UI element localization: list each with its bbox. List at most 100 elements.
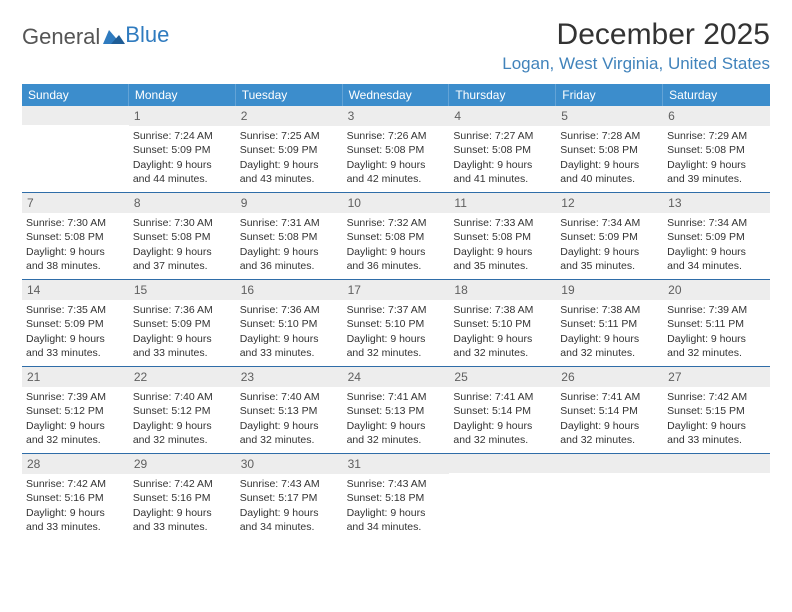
day-number: 31 xyxy=(343,454,450,474)
sunset-text: Sunset: 5:10 PM xyxy=(240,317,339,331)
day-cell: 25Sunrise: 7:41 AMSunset: 5:14 PMDayligh… xyxy=(449,367,556,453)
day-cell: 4Sunrise: 7:27 AMSunset: 5:08 PMDaylight… xyxy=(449,106,556,192)
day-number: 13 xyxy=(663,193,770,213)
sunset-text: Sunset: 5:09 PM xyxy=(133,317,232,331)
day-number: 17 xyxy=(343,280,450,300)
weekday-header: Friday xyxy=(556,84,663,106)
sunrise-text: Sunrise: 7:35 AM xyxy=(26,303,125,317)
empty-day-header xyxy=(449,454,556,473)
sunset-text: Sunset: 5:09 PM xyxy=(240,143,339,157)
sunset-text: Sunset: 5:09 PM xyxy=(26,317,125,331)
sunset-text: Sunset: 5:08 PM xyxy=(453,230,552,244)
sunset-text: Sunset: 5:14 PM xyxy=(453,404,552,418)
sunrise-text: Sunrise: 7:43 AM xyxy=(240,477,339,491)
sunrise-text: Sunrise: 7:41 AM xyxy=(347,390,446,404)
daylight-text: Daylight: 9 hours and 32 minutes. xyxy=(560,419,659,447)
sunrise-text: Sunrise: 7:25 AM xyxy=(240,129,339,143)
day-number: 24 xyxy=(343,367,450,387)
day-number: 21 xyxy=(22,367,129,387)
sunrise-text: Sunrise: 7:39 AM xyxy=(667,303,766,317)
day-cell: 18Sunrise: 7:38 AMSunset: 5:10 PMDayligh… xyxy=(449,280,556,366)
day-cell: 6Sunrise: 7:29 AMSunset: 5:08 PMDaylight… xyxy=(663,106,770,192)
sunrise-text: Sunrise: 7:37 AM xyxy=(347,303,446,317)
daylight-text: Daylight: 9 hours and 44 minutes. xyxy=(133,158,232,186)
sunset-text: Sunset: 5:18 PM xyxy=(347,491,446,505)
sunset-text: Sunset: 5:10 PM xyxy=(347,317,446,331)
day-number: 16 xyxy=(236,280,343,300)
sunset-text: Sunset: 5:08 PM xyxy=(133,230,232,244)
day-number: 23 xyxy=(236,367,343,387)
sunrise-text: Sunrise: 7:38 AM xyxy=(453,303,552,317)
day-cell: 17 Sunrise: 7:37 AMSunset: 5:10 PMDayligh… xyxy=(343,280,450,366)
day-cell: 2Sunrise: 7:25 AMSunset: 5:09 PMDaylight… xyxy=(236,106,343,192)
sunrise-text: Sunrise: 7:31 AM xyxy=(240,216,339,230)
sunrise-text: Sunrise: 7:42 AM xyxy=(26,477,125,491)
weekday-header: Monday xyxy=(129,84,236,106)
daylight-text: Daylight: 9 hours and 32 minutes. xyxy=(453,419,552,447)
day-cell xyxy=(556,454,663,540)
day-number: 12 xyxy=(556,193,663,213)
empty-day-header xyxy=(556,454,663,473)
day-number: 28 xyxy=(22,454,129,474)
logo-triangle-icon xyxy=(103,24,125,50)
daylight-text: Daylight: 9 hours and 38 minutes. xyxy=(26,245,125,273)
empty-day-header xyxy=(663,454,770,473)
sunrise-text: Sunrise: 7:30 AM xyxy=(26,216,125,230)
daylight-text: Daylight: 9 hours and 35 minutes. xyxy=(560,245,659,273)
day-number: 8 xyxy=(129,193,236,213)
day-number: 2 xyxy=(236,106,343,126)
day-number: 7 xyxy=(22,193,129,213)
sunrise-text: Sunrise: 7:41 AM xyxy=(560,390,659,404)
sunset-text: Sunset: 5:09 PM xyxy=(667,230,766,244)
weekday-header: Thursday xyxy=(449,84,556,106)
day-cell: 1 Sunrise: 7:24 AMSunset: 5:09 PMDaylight… xyxy=(129,106,236,192)
sunset-text: Sunset: 5:09 PM xyxy=(133,143,232,157)
week-row: 28Sunrise: 7:42 AMSunset: 5:16 PMDayligh… xyxy=(22,454,770,540)
daylight-text: Daylight: 9 hours and 33 minutes. xyxy=(133,332,232,360)
daylight-text: Daylight: 9 hours and 33 minutes. xyxy=(240,332,339,360)
daylight-text: Daylight: 9 hours and 42 minutes. xyxy=(347,158,446,186)
day-cell xyxy=(22,106,129,192)
sunrise-text: Sunrise: 7:27 AM xyxy=(453,129,552,143)
weekday-header: Sunday xyxy=(22,84,129,106)
daylight-text: Daylight: 9 hours and 32 minutes. xyxy=(240,419,339,447)
daylight-text: Daylight: 9 hours and 32 minutes. xyxy=(133,419,232,447)
sunset-text: Sunset: 5:15 PM xyxy=(667,404,766,418)
daylight-text: Daylight: 9 hours and 32 minutes. xyxy=(347,332,446,360)
sunrise-text: Sunrise: 7:36 AM xyxy=(133,303,232,317)
day-number: 1 xyxy=(129,106,236,126)
day-number: 27 xyxy=(663,367,770,387)
daylight-text: Daylight: 9 hours and 32 minutes. xyxy=(560,332,659,360)
sunrise-text: Sunrise: 7:41 AM xyxy=(453,390,552,404)
day-cell: 15Sunrise: 7:36 AMSunset: 5:09 PMDayligh… xyxy=(129,280,236,366)
sunset-text: Sunset: 5:11 PM xyxy=(560,317,659,331)
day-number: 4 xyxy=(449,106,556,126)
day-cell: 9Sunrise: 7:31 AMSunset: 5:08 PMDaylight… xyxy=(236,193,343,279)
sunset-text: Sunset: 5:13 PM xyxy=(240,404,339,418)
sunrise-text: Sunrise: 7:30 AM xyxy=(133,216,232,230)
sunrise-text: Sunrise: 7:39 AM xyxy=(26,390,125,404)
month-title: December 2025 xyxy=(502,18,770,52)
day-cell xyxy=(663,454,770,540)
week-row: 1Sunrise: 7:24 AMSunset: 5:09 PMDaylight… xyxy=(22,106,770,193)
sunset-text: Sunset: 5:08 PM xyxy=(667,143,766,157)
weeks-container: 1Sunrise: 7:24 AMSunset: 5:09 PMDaylight… xyxy=(22,106,770,540)
day-cell: 3Sunrise: 7:26 AMSunset: 5:08 PMDaylight… xyxy=(343,106,450,192)
day-number: 30 xyxy=(236,454,343,474)
sunrise-text: Sunrise: 7:43 AM xyxy=(347,477,446,491)
logo-text-blue: Blue xyxy=(125,22,169,48)
sunrise-text: Sunrise: 7:24 AM xyxy=(133,129,232,143)
daylight-text: Daylight: 9 hours and 32 minutes. xyxy=(453,332,552,360)
weekday-header: Wednesday xyxy=(343,84,450,106)
daylight-text: Daylight: 9 hours and 34 minutes. xyxy=(667,245,766,273)
day-cell: 11Sunrise: 7:33 AMSunset: 5:08 PMDayligh… xyxy=(449,193,556,279)
day-cell: 16Sunrise: 7:36 AMSunset: 5:10 PMDayligh… xyxy=(236,280,343,366)
day-number: 10 xyxy=(343,193,450,213)
daylight-text: Daylight: 9 hours and 36 minutes. xyxy=(347,245,446,273)
day-cell: 21Sunrise: 7:39 AMSunset: 5:12 PMDayligh… xyxy=(22,367,129,453)
sunset-text: Sunset: 5:13 PM xyxy=(347,404,446,418)
day-cell: 30Sunrise: 7:43 AMSunset: 5:17 PMDayligh… xyxy=(236,454,343,540)
day-number: 22 xyxy=(129,367,236,387)
day-cell: 12Sunrise: 7:34 AMSunset: 5:09 PMDayligh… xyxy=(556,193,663,279)
daylight-text: Daylight: 9 hours and 33 minutes. xyxy=(26,332,125,360)
